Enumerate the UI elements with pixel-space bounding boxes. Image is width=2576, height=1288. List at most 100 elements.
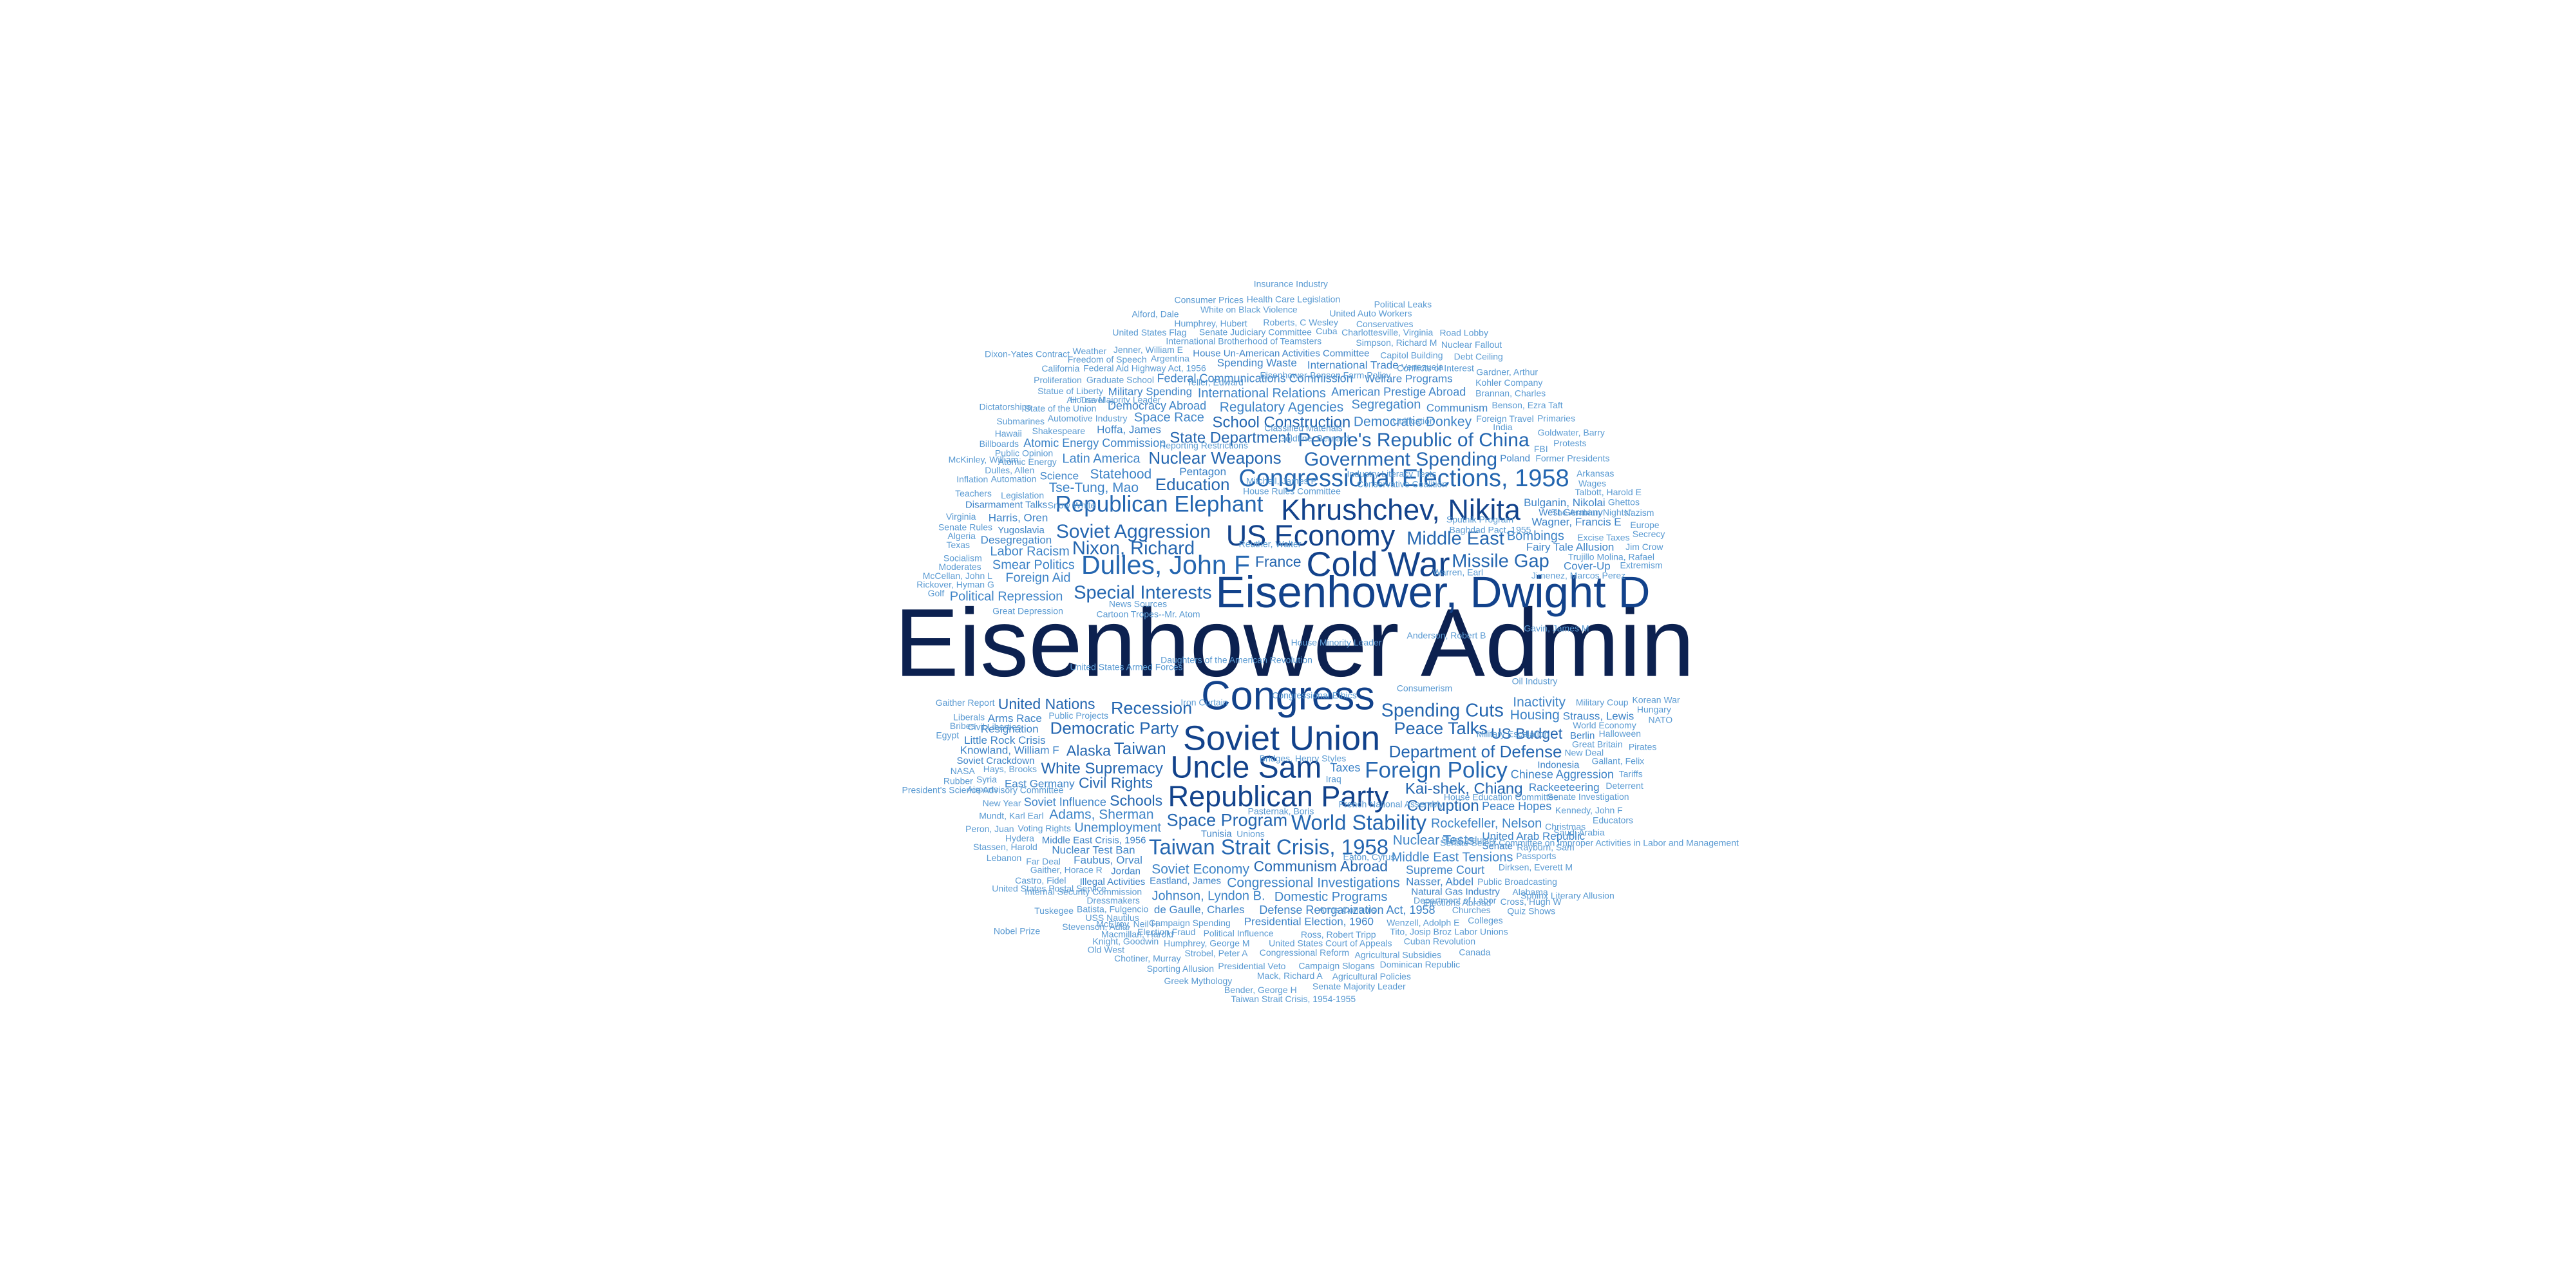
cloud-term: Charlottesville, Virginia bbox=[1341, 327, 1433, 337]
cloud-term: Congressional Reform bbox=[1260, 947, 1349, 958]
cloud-term: Rubber bbox=[943, 775, 973, 786]
cloud-term: Gallant, Felix bbox=[1591, 756, 1644, 766]
cloud-term: Arms Controls bbox=[1319, 905, 1376, 915]
cloud-term: Strobel, Peter A bbox=[1184, 948, 1248, 958]
cloud-term: Supreme Court bbox=[1406, 864, 1484, 876]
cloud-term: Soviet Economy bbox=[1151, 862, 1249, 877]
cloud-term: Baghdad Pact, 1955 bbox=[1450, 525, 1531, 535]
cloud-term: Insurance Industry bbox=[1254, 279, 1328, 289]
cloud-term: de Gaulle, Charles bbox=[1154, 904, 1245, 916]
cloud-term: McCellan, John L bbox=[923, 571, 992, 581]
cloud-term: Wagner, Francis E bbox=[1531, 516, 1621, 528]
cloud-term: FBI bbox=[1534, 444, 1548, 454]
cloud-term: Pasternak, Boris bbox=[1248, 806, 1314, 817]
cloud-term: Submarines bbox=[996, 416, 1045, 426]
cloud-term: Bridges, Henry Styles bbox=[1260, 753, 1347, 764]
cloud-term: West Germany bbox=[1539, 507, 1603, 518]
cloud-term: Stevenson, Adlai bbox=[1062, 922, 1129, 932]
cloud-term: Quiz Shows bbox=[1507, 906, 1555, 916]
cloud-term: International Brotherhood of Teamsters bbox=[1166, 336, 1321, 346]
cloud-term: Hydera bbox=[1005, 833, 1034, 844]
cloud-term: Venezuela bbox=[1401, 362, 1444, 372]
cloud-term: Regulatory Agencies bbox=[1220, 400, 1344, 415]
cloud-term: Faubus, Orval bbox=[1074, 854, 1142, 866]
cloud-term: International Trade bbox=[1307, 359, 1399, 372]
cloud-term: Domestic Programs bbox=[1274, 890, 1388, 904]
cloud-term: Hays, Brooks bbox=[983, 764, 1037, 774]
cloud-term: Bribes bbox=[950, 721, 976, 731]
cloud-term: US Budget bbox=[1491, 725, 1563, 742]
cloud-term: Gaither Report bbox=[936, 697, 995, 708]
cloud-term: Recession bbox=[1111, 698, 1192, 717]
cloud-term: Resignation bbox=[981, 723, 1039, 735]
cloud-term: Senate Judiciary Committee bbox=[1199, 327, 1312, 337]
cloud-term: Congressional Ethics bbox=[1272, 690, 1357, 701]
cloud-term: Missile Gap bbox=[1452, 551, 1549, 572]
cloud-term: Consumerism bbox=[1397, 683, 1452, 694]
cloud-term: Nuclear Tests bbox=[1393, 833, 1475, 848]
cloud-term: Cover-Up bbox=[1564, 560, 1611, 573]
cloud-term: Teller, Edward bbox=[1187, 377, 1244, 388]
cloud-term: Rayburn, Sam bbox=[1517, 842, 1574, 853]
cloud-term: Conservatives bbox=[1356, 319, 1414, 329]
cloud-term: Presidential Veto bbox=[1218, 961, 1285, 971]
cloud-term: USS Nautilus bbox=[1085, 913, 1139, 923]
cloud-term: Extremism bbox=[1620, 560, 1662, 570]
cloud-term: Nuclear Fallout bbox=[1441, 339, 1502, 350]
cloud-term: Educators bbox=[1593, 815, 1633, 825]
cloud-term: Conservative Coalition bbox=[1357, 479, 1447, 489]
cloud-term: Bulganin, Nikolai bbox=[1524, 497, 1605, 509]
cloud-term: World Economy bbox=[1573, 720, 1636, 730]
cloud-term: Communism bbox=[1426, 402, 1488, 414]
cloud-term: United Nations bbox=[998, 696, 1095, 712]
cloud-term: Health Care Legislation bbox=[1247, 294, 1341, 304]
cloud-term: "The Arabian Nights" bbox=[1548, 507, 1631, 518]
cloud-term: Road Lobby bbox=[1439, 327, 1488, 337]
cloud-term: Reporting Restrictions bbox=[1159, 440, 1248, 451]
cloud-term: Adams, Sherman bbox=[1049, 808, 1153, 822]
cloud-term: Congressional Elections, 1958 bbox=[1238, 465, 1569, 492]
cloud-term: Roberts, C Wesley bbox=[1263, 317, 1338, 327]
cloud-term: State Department bbox=[1170, 429, 1291, 446]
cloud-term: Jordan bbox=[1111, 866, 1141, 876]
cloud-term: Excise Taxes bbox=[1577, 532, 1629, 542]
cloud-term: Gardner, Arthur bbox=[1476, 367, 1538, 377]
cloud-term: Wages bbox=[1578, 478, 1606, 489]
cloud-term: Protests bbox=[1553, 438, 1586, 448]
cloud-term: Taiwan Strait Crisis, 1954-1955 bbox=[1231, 994, 1356, 1004]
cloud-term: Teachers bbox=[955, 488, 992, 498]
cloud-term: Middle East Crisis, 1956 bbox=[1042, 835, 1146, 846]
cloud-term: Nasser, Abdel bbox=[1406, 876, 1473, 888]
cloud-term: Sporting Allusion bbox=[1147, 963, 1214, 974]
cloud-term: Unemployment bbox=[1074, 821, 1161, 835]
cloud-term: Automation bbox=[991, 473, 1037, 484]
cloud-term: Batista, Fulgencio bbox=[1077, 904, 1148, 914]
cloud-term: Communism Abroad bbox=[1254, 858, 1388, 875]
cloud-term: Eaton, Cyrus bbox=[1343, 852, 1396, 862]
cloud-term: Taiwan bbox=[1114, 739, 1166, 758]
cloud-term: Government Spending bbox=[1304, 449, 1497, 470]
cloud-term: Virginia bbox=[946, 511, 976, 522]
cloud-term: Consumer Prices bbox=[1175, 295, 1244, 305]
cloud-term: Soviet Crackdown bbox=[957, 755, 1035, 766]
cloud-term: Atomic Energy bbox=[998, 457, 1057, 467]
cloud-term: Sputnik Program bbox=[1446, 515, 1513, 525]
cloud-term: Gavin, James M bbox=[1524, 623, 1589, 634]
cloud-term: Public Projects bbox=[1048, 710, 1108, 721]
cloud-term: Tse-Tung, Mao bbox=[1049, 480, 1139, 495]
cloud-term: Greek Mythology bbox=[1164, 976, 1232, 986]
cloud-term: American Prestige Abroad bbox=[1331, 385, 1466, 398]
cloud-term: Air Travel bbox=[1066, 395, 1104, 405]
cloud-term: Rickover, Hyman G bbox=[916, 580, 994, 590]
cloud-term: Political Repression bbox=[950, 589, 1063, 603]
cloud-term: Arkansas bbox=[1577, 468, 1614, 478]
cloud-term: Cross, Hugh W bbox=[1501, 896, 1562, 907]
cloud-term: Primaries bbox=[1537, 413, 1575, 423]
cloud-term: Secrecy bbox=[1633, 529, 1665, 539]
cloud-term: Inflation bbox=[956, 474, 988, 484]
cloud-term: Special Interests bbox=[1074, 582, 1211, 603]
cloud-term: Rockefeller, Nelson bbox=[1431, 817, 1542, 831]
cloud-term: Syria bbox=[976, 774, 997, 784]
cloud-term: Europe bbox=[1630, 520, 1659, 530]
